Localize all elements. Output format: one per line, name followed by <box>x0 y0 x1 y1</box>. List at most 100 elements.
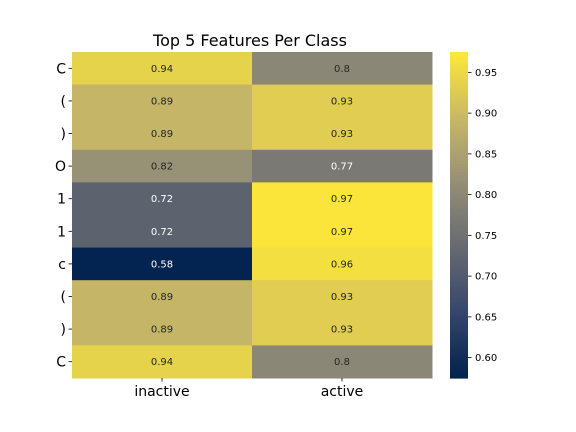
colorbar-segment <box>450 111 468 116</box>
colorbar-segment <box>450 166 468 170</box>
colorbar-segment <box>450 339 468 344</box>
heatmap-cell <box>252 312 433 346</box>
colorbar-tick-label: 0.90 <box>475 109 497 120</box>
colorbar-tick-label: 0.65 <box>475 312 497 323</box>
heatmap-cell <box>72 117 253 151</box>
colorbar-segment <box>450 65 468 69</box>
colorbar-segment <box>450 350 468 355</box>
colorbar-segment <box>450 234 468 238</box>
heatmap-cell <box>252 345 433 379</box>
cell-value-label: 0.8 <box>334 64 350 75</box>
colorbar-tick-label: 0.85 <box>475 149 497 160</box>
colorbar-segment <box>450 76 468 80</box>
colorbar-segment <box>450 215 468 219</box>
colorbar-segment <box>450 114 468 118</box>
colorbar-segment <box>450 315 468 319</box>
colorbar-segment <box>450 95 468 99</box>
colorbar-segment <box>450 223 468 227</box>
colorbar-segment <box>450 375 468 379</box>
colorbar-segment <box>450 244 468 249</box>
colorbar-segment <box>450 231 468 235</box>
colorbar-tick-label: 0.70 <box>475 272 497 283</box>
colorbar-segment <box>450 372 468 376</box>
colorbar-segment <box>450 269 468 273</box>
colorbar-segment <box>450 296 468 300</box>
heatmap-cell <box>72 247 253 281</box>
colorbar-segment <box>450 312 468 317</box>
colorbar-segment <box>450 361 468 366</box>
heatmap-cell <box>252 84 433 118</box>
colorbar-segment <box>450 342 468 346</box>
row-label: ) <box>61 127 66 143</box>
cell-value-label: 0.82 <box>151 162 173 173</box>
column-label: active <box>321 384 364 400</box>
colorbar-segment <box>450 190 468 194</box>
row-label: 1 <box>57 224 66 240</box>
cell-value-label: 0.97 <box>331 227 353 238</box>
colorbar-tick-label: 0.95 <box>475 68 497 79</box>
row-label: c <box>58 257 66 273</box>
colorbar-tick-label: 0.60 <box>475 353 497 364</box>
colorbar-segment <box>450 201 468 205</box>
colorbar-segment <box>450 242 468 246</box>
cell-value-label: 0.77 <box>331 162 353 173</box>
colorbar-segment <box>450 187 468 192</box>
cell-value-label: 0.96 <box>331 259 353 270</box>
cell-value-label: 0.8 <box>334 357 350 368</box>
cell-value-label: 0.58 <box>151 259 173 270</box>
colorbar-segment <box>450 157 468 162</box>
column-labels: inactive active <box>134 378 363 400</box>
colorbar-segment <box>450 160 468 164</box>
colorbar-segment <box>450 79 468 83</box>
colorbar-segment <box>450 185 468 189</box>
colorbar-segment <box>450 220 468 224</box>
colorbar-segment <box>450 122 468 126</box>
colorbar-segment <box>450 291 468 295</box>
cell-value-label: 0.97 <box>331 194 353 205</box>
cell-value-label: 0.89 <box>151 96 173 107</box>
colorbar-segment <box>450 128 468 132</box>
colorbar-segment <box>450 195 468 200</box>
colorbar-segment <box>450 204 468 208</box>
colorbar-segment <box>450 258 468 262</box>
colorbar-segment <box>450 193 468 197</box>
heatmap-cell <box>72 215 253 249</box>
colorbar-tick-label: 0.80 <box>475 190 497 201</box>
colorbar-segment <box>450 152 468 156</box>
row-label: ( <box>61 94 66 110</box>
heatmap-cell <box>252 280 433 314</box>
colorbar-segment <box>450 337 468 341</box>
colorbar-segment <box>450 358 468 363</box>
row-label: C <box>56 355 66 371</box>
colorbar-segment <box>450 307 468 311</box>
colorbar-segment <box>450 130 468 135</box>
colorbar-segment <box>450 119 468 124</box>
heatmap-cell <box>72 84 253 118</box>
colorbar-segment <box>450 62 468 67</box>
colorbar-segment <box>450 84 468 88</box>
colorbar-segment <box>450 356 468 360</box>
colorbar-segment <box>450 299 468 303</box>
heatmap-cell <box>252 182 433 216</box>
cell-value-label: 0.89 <box>151 292 173 303</box>
colorbar-segment <box>450 141 468 145</box>
colorbar-segment <box>450 103 468 107</box>
colorbar-segment <box>450 176 468 181</box>
colorbar-segment <box>450 163 468 167</box>
colorbar-segment <box>450 168 468 173</box>
colorbar-segment <box>450 182 468 186</box>
colorbar-segment <box>450 60 468 64</box>
cell-value-label: 0.94 <box>151 64 173 75</box>
colorbar-segment <box>450 147 468 151</box>
colorbar-segment <box>450 52 468 56</box>
chart-title: Top 5 Features Per Class <box>152 31 347 50</box>
colorbar-segment <box>450 87 468 91</box>
cell-value-label: 0.93 <box>331 96 353 107</box>
colorbar-segment <box>450 155 468 159</box>
cell-value-label: 0.93 <box>331 325 353 336</box>
heatmap-cell <box>252 247 433 281</box>
colorbar-segment <box>450 285 468 289</box>
colorbar-segment <box>450 326 468 330</box>
colorbar-segment <box>450 345 468 349</box>
